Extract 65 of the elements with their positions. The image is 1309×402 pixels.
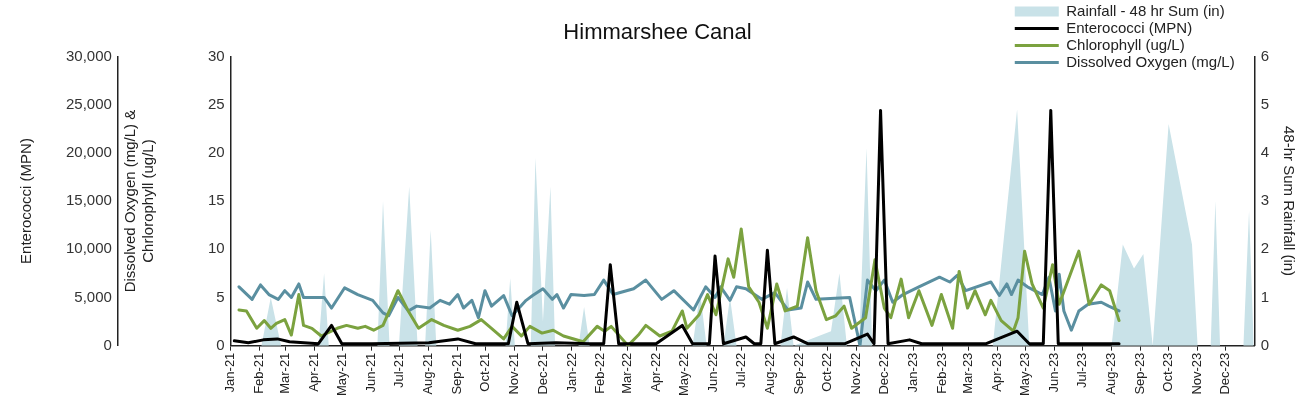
x-tick-label: Aug-21 <box>420 352 436 395</box>
x-tick-label: Mar-23 <box>960 352 976 394</box>
x-tick-label: Dec-21 <box>534 352 550 395</box>
y2-tick-label: 2 <box>1260 239 1269 257</box>
y3-tick-label: 10,000 <box>65 239 112 257</box>
y2-tick-label: 6 <box>1260 46 1269 64</box>
y3-tick-label: 15,000 <box>65 191 112 209</box>
x-tick-label: Jul-22 <box>732 352 748 389</box>
y-tick-label: 10 <box>207 239 225 257</box>
y2-tick-label: 0 <box>1260 335 1269 353</box>
x-tick-label: May-21 <box>334 352 350 397</box>
y2-tick-label: 4 <box>1260 142 1269 160</box>
x-tick-label: Nov-22 <box>847 352 863 395</box>
x-tick-label: Jan-22 <box>563 352 579 393</box>
x-tick-label: Apr-23 <box>989 352 1005 392</box>
x-tick-label: Sep-21 <box>449 352 465 395</box>
y-tick-label: 5 <box>216 287 225 305</box>
x-tick-label: Oct-22 <box>818 352 834 392</box>
y3-tick-label: 0 <box>103 335 112 353</box>
x-tick-label: Nov-23 <box>1189 352 1205 395</box>
x-tick-label: Oct-21 <box>477 352 493 392</box>
x-tick-label: Jun-22 <box>704 352 720 393</box>
x-tick-label: Feb-22 <box>592 352 608 394</box>
legend-label: Enterococci (MPN) <box>1066 18 1193 36</box>
x-tick-label: Feb-21 <box>251 352 267 394</box>
y-tick-label: 30 <box>207 46 225 64</box>
legend-label: Rainfall - 48 hr Sum (in) <box>1066 1 1225 19</box>
x-tick-label: Nov-21 <box>506 352 522 395</box>
y2-tick-label: 5 <box>1260 94 1269 112</box>
x-tick-label: Dec-22 <box>875 352 891 395</box>
x-tick-label: Mar-22 <box>618 352 634 394</box>
x-tick-label: Aug-23 <box>1103 352 1119 395</box>
x-tick-label: May-23 <box>1017 352 1033 397</box>
x-tick-label: Apr-22 <box>647 352 663 392</box>
x-tick-label: Jun-23 <box>1046 352 1062 393</box>
legend-label: Chlorophyll (ug/L) <box>1066 35 1185 53</box>
x-tick-label: Feb-23 <box>933 352 949 394</box>
y-tick-label: 15 <box>207 191 225 209</box>
x-tick-label: Dec-23 <box>1217 352 1233 395</box>
y-tick-label: 25 <box>207 94 225 112</box>
y2-axis-title: 48-hr Sum Rainfall (in) <box>1280 125 1298 277</box>
legend-label: Dissolved Oxygen (mg/L) <box>1066 52 1235 70</box>
y3-tick-label: 5,000 <box>74 287 112 305</box>
chart-title: Himmarshee Canal <box>563 19 752 45</box>
y3-tick-label: 25,000 <box>65 94 112 112</box>
x-tick-label: Apr-21 <box>306 352 322 392</box>
x-tick-label: Sep-22 <box>790 352 806 395</box>
x-tick-label: Oct-23 <box>1160 352 1176 392</box>
y2-tick-label: 1 <box>1260 287 1269 305</box>
y-tick-label: 0 <box>216 335 225 353</box>
x-tick-label: Sep-23 <box>1132 352 1148 395</box>
x-tick-label: Jul-21 <box>391 352 407 389</box>
y2-tick-label: 3 <box>1260 191 1269 209</box>
x-tick-label: Aug-22 <box>761 352 777 395</box>
x-tick-label: Jun-21 <box>363 352 379 393</box>
x-tick-label: Jul-23 <box>1074 352 1090 389</box>
y3-tick-label: 20,000 <box>65 142 112 160</box>
x-tick-label: May-22 <box>675 352 691 397</box>
y3-axis-title: Enterococci (MPN) <box>17 138 35 264</box>
x-tick-label: Jan-21 <box>222 352 238 393</box>
y-axis-title: Dissolved Oxygen (mg/L) & Chrlorophyll (ug/L) <box>121 109 157 293</box>
y-tick-label: 20 <box>207 142 225 160</box>
x-tick-label: Jan-23 <box>904 352 920 393</box>
y3-tick-label: 30,000 <box>65 46 112 64</box>
x-tick-label: Mar-21 <box>277 352 293 394</box>
